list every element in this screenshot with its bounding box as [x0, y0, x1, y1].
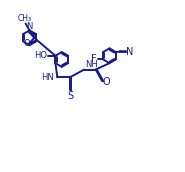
Text: NH: NH: [85, 60, 97, 69]
Text: N: N: [126, 47, 134, 57]
Text: O: O: [24, 39, 31, 48]
Text: CH₃: CH₃: [18, 14, 32, 23]
Text: HN: HN: [41, 73, 54, 82]
Text: O: O: [103, 77, 110, 87]
Text: HO: HO: [35, 51, 48, 60]
Text: S: S: [67, 92, 73, 101]
Text: F: F: [91, 54, 97, 64]
Text: N: N: [26, 22, 33, 31]
